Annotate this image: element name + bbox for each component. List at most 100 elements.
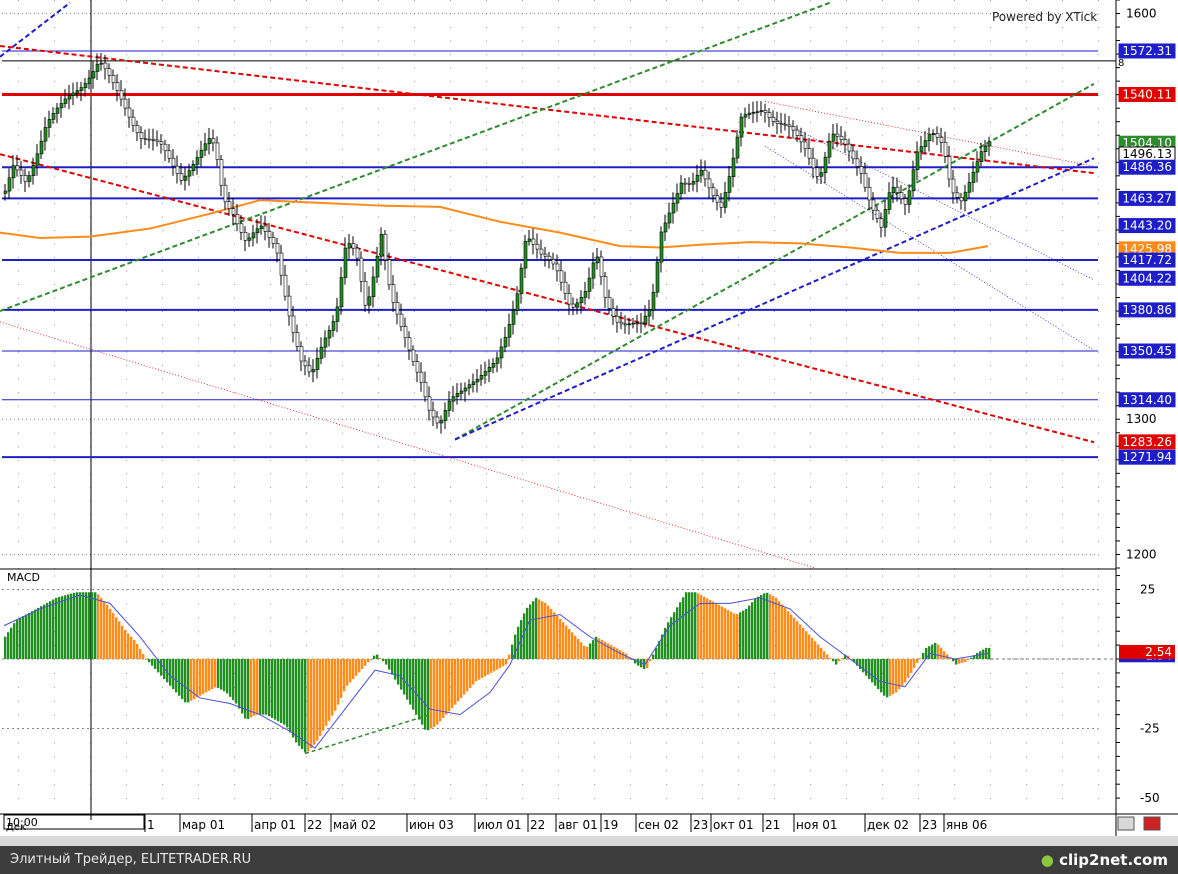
macd-bar	[253, 659, 256, 716]
trendline	[0, 153, 1095, 444]
candle-body	[599, 256, 604, 277]
grid-dot	[378, 81, 379, 83]
grid-dot	[846, 27, 847, 29]
macd-bar	[484, 659, 487, 677]
grid-dot	[306, 243, 307, 245]
grid-dot	[522, 256, 523, 258]
grid-dot	[1026, 540, 1027, 542]
grid-dot	[342, 175, 343, 177]
grid-dot	[18, 67, 19, 69]
grid-dot	[270, 770, 271, 772]
macd-bar	[85, 592, 88, 660]
candle-body	[843, 139, 848, 145]
grid-dot	[954, 513, 955, 515]
candle-body	[959, 197, 964, 202]
grid-dot	[954, 175, 955, 177]
grid-dot	[990, 175, 991, 177]
macd-bar	[379, 657, 382, 660]
macd-bar	[127, 633, 130, 660]
candle-body	[855, 158, 860, 167]
grid-dot	[198, 270, 199, 272]
candle-body	[387, 259, 392, 285]
grid-dot	[810, 784, 811, 786]
grid-dot	[486, 338, 487, 340]
grid-dot	[630, 473, 631, 475]
grid-dot	[162, 108, 163, 110]
grid-dot	[306, 686, 307, 688]
grid-dot	[234, 256, 235, 258]
grid-dot	[630, 0, 631, 1]
candle-body	[423, 381, 428, 398]
grid-dot	[450, 645, 451, 647]
grid-dot	[1098, 243, 1099, 245]
macd-bar	[310, 659, 313, 749]
candle-body	[143, 138, 148, 140]
grid-dot	[270, 756, 271, 758]
grid-dot	[774, 311, 775, 313]
macd-bar	[229, 659, 232, 697]
grid-dot	[306, 513, 307, 515]
grid-dot	[1098, 378, 1099, 380]
grid-dot	[846, 148, 847, 150]
candle-body	[443, 410, 448, 421]
grid-dot	[522, 229, 523, 231]
grid-dot	[846, 175, 847, 177]
grid-dot	[198, 135, 199, 137]
grid-dot	[882, 714, 883, 716]
grid-dot	[18, 540, 19, 542]
grid-dot	[738, 770, 739, 772]
grid-dot	[162, 27, 163, 29]
macd-bar	[892, 659, 895, 695]
grid-dot	[162, 54, 163, 56]
grid-dot	[486, 686, 487, 688]
candle-body	[407, 337, 412, 351]
candle-body	[663, 222, 668, 233]
x-tick-label: окт 01	[713, 818, 754, 832]
grid-dot	[234, 27, 235, 29]
grid-dot	[342, 473, 343, 475]
grid-dot	[954, 216, 955, 218]
candle-body	[619, 321, 624, 325]
grid-dot	[666, 486, 667, 488]
grid-dot	[126, 473, 127, 475]
grid-dot	[594, 645, 595, 647]
macd-bar	[325, 659, 328, 726]
grid-dot	[702, 392, 703, 394]
grid-dot	[1026, 728, 1027, 730]
grid-dot	[810, 162, 811, 164]
grid-dot	[666, 770, 667, 772]
grid-dot	[126, 513, 127, 515]
grid-dot	[1026, 798, 1027, 800]
macd-bar	[49, 601, 52, 660]
grid-dot	[486, 473, 487, 475]
grid-dot	[414, 256, 415, 258]
grid-dot	[414, 603, 415, 605]
grid-dot	[486, 243, 487, 245]
grid-dot	[414, 432, 415, 434]
grid-dot	[306, 432, 307, 434]
grid-dot	[522, 714, 523, 716]
grid-dot	[810, 527, 811, 529]
macd-bar	[79, 592, 82, 660]
macd-bar	[403, 659, 406, 695]
grid-dot	[378, 162, 379, 164]
footer-site: Элитный Трейдер, ELITETRADER.RU	[10, 852, 252, 867]
grid-dot	[954, 589, 955, 591]
grid-dot	[450, 27, 451, 29]
grid-dot	[666, 311, 667, 313]
trendline	[0, 1, 831, 312]
grid-dot	[54, 270, 55, 272]
price-level-label: 1572.31	[1122, 44, 1172, 58]
grid-dot	[18, 135, 19, 137]
grid-dot	[198, 284, 199, 285]
grid-dot	[558, 459, 559, 461]
macd-bar	[592, 640, 595, 660]
candle-body	[135, 125, 140, 133]
grid-dot	[486, 0, 487, 1]
macd-bar	[664, 627, 667, 660]
grid-dot	[486, 27, 487, 29]
grid-dot	[342, 270, 343, 272]
grid-dot	[810, 446, 811, 448]
macd-bar	[679, 602, 682, 660]
grid-dot	[54, 405, 55, 407]
